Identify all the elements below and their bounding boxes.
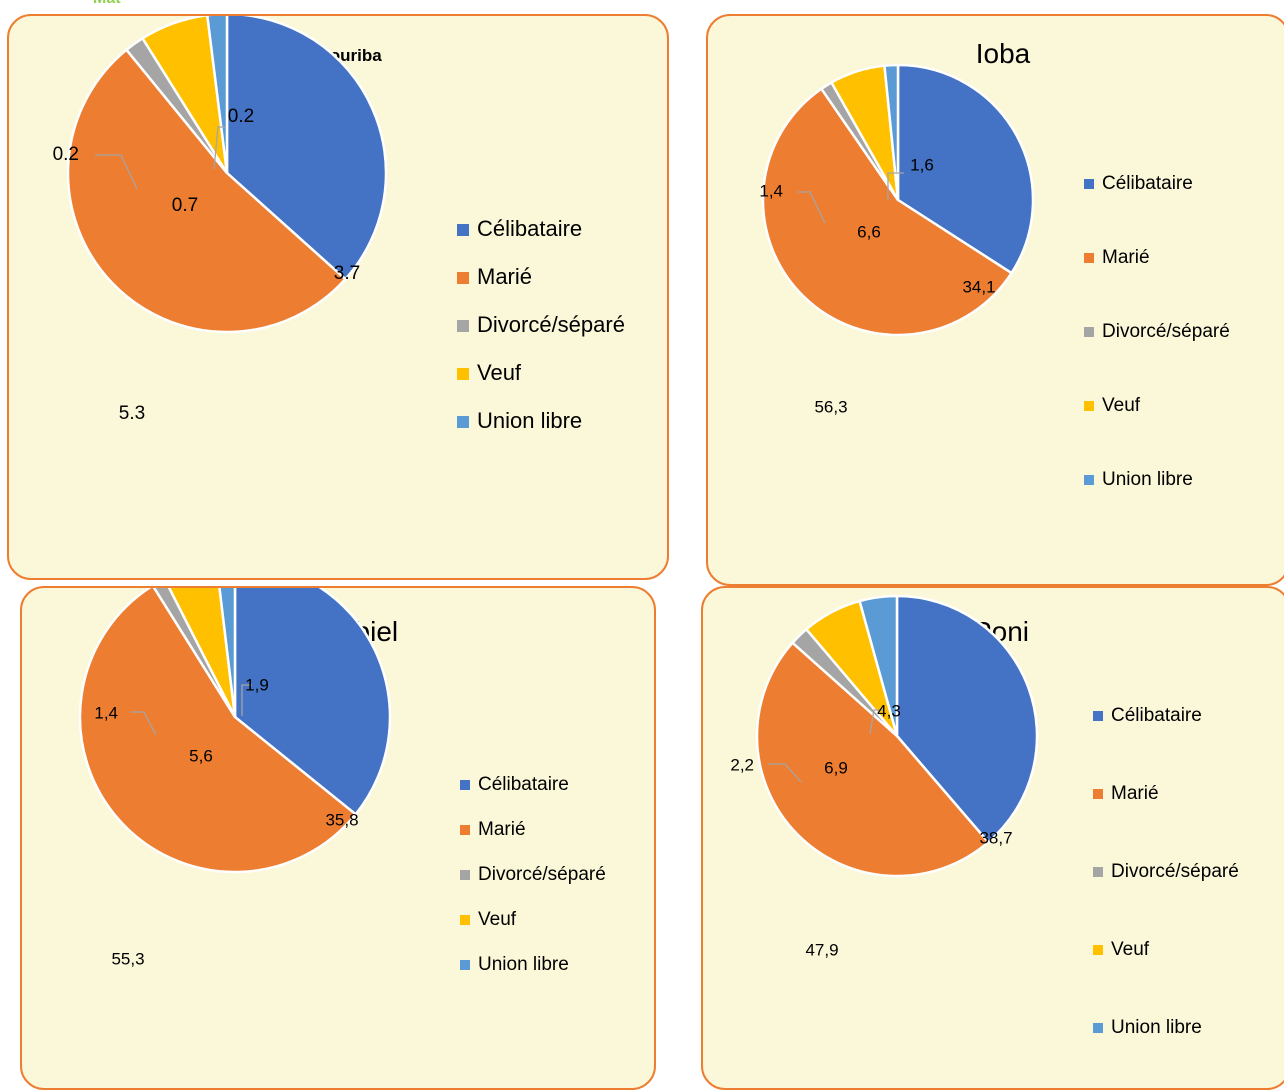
chart-title: Ioba <box>976 38 1031 69</box>
data-label-celibataire: 3.7 <box>334 263 360 284</box>
leader-line-union-libre <box>869 709 883 735</box>
pie-slice-veuf <box>167 588 237 718</box>
data-label-union-libre: 1,6 <box>910 155 934 174</box>
legend-swatch-union-libre <box>457 416 469 428</box>
data-label-divorce-separe: 1,4 <box>94 703 118 722</box>
legend-item-divorce-separe: Divorcé/séparé <box>1102 321 1230 342</box>
pie-slice-union-libre <box>858 594 899 737</box>
legend-swatch-union-libre <box>1084 475 1094 485</box>
legend-item-marie: Marié <box>477 264 532 289</box>
legend-swatch-divorce-separe <box>457 320 469 332</box>
data-label-celibataire: 38,7 <box>979 828 1012 847</box>
data-label-marie: 55,3 <box>111 949 144 968</box>
data-label-marie: 56,3 <box>814 397 847 416</box>
legend-swatch-veuf <box>1093 945 1103 955</box>
legend-item-union-libre: Union libre <box>1111 1017 1202 1038</box>
pie-slice-union-libre <box>206 16 229 174</box>
legend-swatch-veuf <box>460 915 470 925</box>
legend-item-veuf: Veuf <box>477 360 522 385</box>
leader-line-union-libre <box>241 684 252 716</box>
leader-line-union-libre <box>213 126 225 170</box>
pie-slice-celibataire <box>233 588 392 817</box>
legend-item-celibataire: Célibataire <box>1111 705 1202 726</box>
pie-slice-celibataire <box>895 594 1039 844</box>
legend-swatch-celibataire <box>457 224 469 236</box>
data-label-veuf: 5,6 <box>189 746 213 765</box>
legend-swatch-divorce-separe <box>1093 867 1103 877</box>
data-label-union-libre: 0.2 <box>228 106 254 127</box>
data-label-celibataire: 35,8 <box>325 810 358 829</box>
chart-panel-bougouriba: Bougouriba3.75.30.20.70.2CélibataireMari… <box>7 14 669 580</box>
legend-item-celibataire: Célibataire <box>477 216 582 241</box>
legend-swatch-marie <box>457 272 469 284</box>
legend-item-divorce-separe: Divorcé/séparé <box>477 312 625 337</box>
legend-item-divorce-separe: Divorcé/séparé <box>478 864 606 885</box>
legend-swatch-union-libre <box>460 960 470 970</box>
data-label-divorce-separe: 0.2 <box>53 144 79 165</box>
legend-item-union-libre: Union libre <box>478 954 569 975</box>
data-label-marie: 5.3 <box>119 403 145 424</box>
legend-swatch-divorce-separe <box>1084 327 1094 337</box>
pie-slice-veuf <box>140 16 229 174</box>
pie-chart-ioba: Ioba 34,1 56,3 1,4 6,6 1,6 Célibataire Marié Div… <box>759 38 1230 490</box>
pie-slice-marie <box>761 87 1014 337</box>
legend-item-celibataire: Célibataire <box>1102 173 1193 194</box>
legend-item-celibataire: Célibataire <box>478 774 569 795</box>
legend-swatch-celibataire <box>1084 179 1094 189</box>
leader-line-divorce-separe <box>768 763 802 783</box>
legend-item-veuf: Veuf <box>478 909 517 930</box>
legend-item-marie: Marié <box>1102 247 1150 268</box>
legend-swatch-union-libre <box>1093 1023 1103 1033</box>
data-label-veuf: 6,9 <box>824 758 848 777</box>
pie-chart-bougouriba: Bougouriba3.75.30.20.70.2CélibataireMari… <box>53 16 625 433</box>
pie-slice-marie <box>78 588 358 874</box>
data-label-union-libre: 1,9 <box>245 675 269 694</box>
legend-item-union-libre: Union libre <box>1102 469 1193 490</box>
chart-panel-ioba: Ioba 34,1 56,3 1,4 6,6 1,6 Célibataire Marié Div… <box>706 14 1284 586</box>
legend-swatch-marie <box>1093 789 1103 799</box>
header-fragment: Mat <box>93 0 121 8</box>
data-label-veuf: 0.7 <box>172 195 198 216</box>
data-label-divorce-separe: 1,4 <box>759 181 783 200</box>
pie-slice-marie <box>66 48 348 334</box>
pie-slice-divorce-separe <box>152 588 237 718</box>
pie-slice-union-libre <box>218 588 237 718</box>
legend-item-union-libre: Union libre <box>477 408 582 433</box>
data-label-veuf: 6,6 <box>857 222 881 241</box>
data-label-union-libre: 4,3 <box>877 701 901 720</box>
legend-swatch-divorce-separe <box>460 870 470 880</box>
legend-item-marie: Marié <box>1111 783 1159 804</box>
legend-swatch-veuf <box>457 368 469 380</box>
pie-slice-celibataire <box>225 16 388 281</box>
data-label-divorce-separe: 2,2 <box>730 755 754 774</box>
pie-slice-union-libre <box>883 63 900 201</box>
data-label-marie: 47,9 <box>805 940 838 959</box>
pie-slice-marie <box>755 640 991 878</box>
leader-line-union-libre <box>887 172 904 200</box>
chart-panel-poni: Poni 38,7 47,9 2,2 6,9 4,3 Célibataire Marié Div… <box>701 586 1284 1090</box>
legend-swatch-celibataire <box>1093 711 1103 721</box>
legend-item-veuf: Veuf <box>1102 395 1141 416</box>
legend-item-divorce-separe: Divorcé/séparé <box>1111 861 1239 882</box>
data-label-celibataire: 34,1 <box>962 277 995 296</box>
leader-line-divorce-separe <box>95 154 138 190</box>
chart-panel-noumbiel: Noumbiel35,855,31,45,61,9CélibataireMari… <box>20 586 656 1090</box>
leader-line-divorce-separe <box>798 191 826 224</box>
legend-item-veuf: Veuf <box>1111 939 1150 960</box>
legend-swatch-marie <box>1084 253 1094 263</box>
legend-swatch-veuf <box>1084 401 1094 411</box>
legend-item-marie: Marié <box>478 819 526 840</box>
legend-swatch-marie <box>460 825 470 835</box>
legend-swatch-celibataire <box>460 780 470 790</box>
pie-chart-noumbiel: Noumbiel35,855,31,45,61,9CélibataireMari… <box>78 588 606 975</box>
leader-line-divorce-separe <box>130 711 157 736</box>
